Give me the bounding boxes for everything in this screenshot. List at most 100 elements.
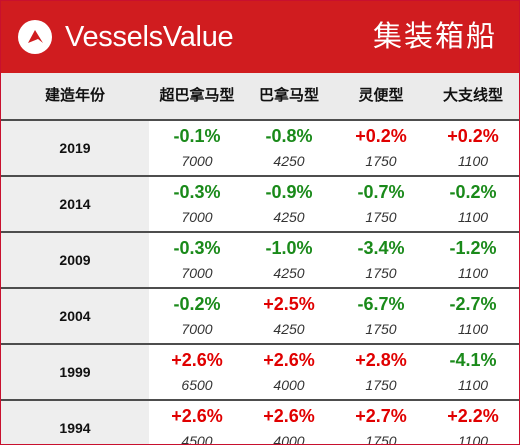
vessel-size: 4250 [273,265,305,281]
percent-change: +2.6% [171,406,223,426]
cell-panamax: -0.8% 4250 [243,121,335,175]
cell-post-panamax: -0.1% 7000 [151,121,243,175]
percent-change: -0.1% [173,126,221,146]
percent-change: -0.2% [449,182,497,202]
vessel-size: 1750 [365,209,397,225]
header-feeder-max: 大支线型 [442,87,503,104]
percent-change: -2.7% [449,294,497,314]
header-post-panamax: 超巴拿马型 [159,87,235,104]
vessel-size: 1100 [457,377,489,393]
cell-feeder-max: -0.2% 1100 [427,177,519,231]
vessel-size: 1100 [457,321,489,337]
vessel-size: 4250 [273,209,305,225]
cell-feeder-max: -4.1% 1100 [427,345,519,399]
vessel-size: 4250 [273,321,305,337]
column-header-row: 建造年份 超巴拿马型 巴拿马型 灵便型 大支线型 [1,73,519,119]
row-separator [1,343,519,345]
vessel-size: 4000 [273,433,305,445]
cell-feeder-max: -1.2% 1100 [427,233,519,287]
table-row: 2004 -0.2% 7000 +2.5% 4250 -6.7% 1750 -2.7% 1100 [1,289,519,343]
row-year: 2004 [1,289,149,343]
row-separator [1,231,519,233]
vessel-size: 7000 [181,153,213,169]
cell-post-panamax: -0.2% 7000 [151,289,243,343]
percent-change: +0.2% [447,126,499,146]
table-row: 2009 -0.3% 7000 -1.0% 4250 -3.4% 1750 -1.2% 1100 [1,233,519,287]
header-build-year: 建造年份 [44,87,105,104]
vessel-size: 4000 [273,377,305,393]
cell-panamax: -1.0% 4250 [243,233,335,287]
row-year: 1994 [1,401,149,444]
row-separator [1,399,519,401]
percent-change: -1.2% [449,238,497,258]
header-panamax: 巴拿马型 [258,87,319,104]
percent-change: -0.3% [173,238,221,258]
row-separator [1,287,519,289]
table-row: 1994 +2.6% 4500 +2.6% 4000 +2.7% 1750 +2.2% 1100 [1,401,519,445]
cell-handy: -0.7% 1750 [335,177,427,231]
percent-change: -0.9% [265,182,313,202]
percent-change: +2.6% [263,406,315,426]
cell-post-panamax: +2.6% 4500 [151,401,243,445]
percent-change: +2.2% [447,406,499,426]
table-row: 1999 +2.6% 6500 +2.6% 4000 +2.8% 1750 -4.1% 1100 [1,345,519,399]
percent-change: -4.1% [449,350,497,370]
row-year: 2009 [1,233,149,287]
cell-post-panamax: +2.6% 6500 [151,345,243,399]
vessel-size: 1750 [365,377,397,393]
percent-change: -3.4% [357,238,405,258]
vessel-size: 1100 [457,209,489,225]
cell-handy: +2.8% 1750 [335,345,427,399]
vessel-size: 1100 [457,433,489,445]
cell-panamax: +2.6% 4000 [243,401,335,445]
vessel-size: 7000 [181,321,213,337]
cell-post-panamax: -0.3% 7000 [151,177,243,231]
cell-handy: +0.2% 1750 [335,121,427,175]
table-row: 2019 -0.1% 7000 -0.8% 4250 +0.2% 1750 +0.2% 1100 [1,121,519,175]
cell-post-panamax: -0.3% 7000 [151,233,243,287]
percent-change: +0.2% [355,126,407,146]
percent-change: +2.7% [355,406,407,426]
percent-change: -0.8% [265,126,313,146]
banner-title: 集装箱船 [372,21,497,53]
vesselsvalue-logo-icon [18,20,52,54]
table-row: 2014 -0.3% 7000 -0.9% 4250 -0.7% 1750 -0.2% 1100 [1,177,519,231]
vessel-size: 6500 [181,377,213,393]
vessel-size: 1750 [365,265,397,281]
cell-feeder-max: +0.2% 1100 [427,121,519,175]
vessel-size: 1750 [365,153,397,169]
vessel-size: 4500 [181,433,213,445]
vessel-size: 1100 [457,153,489,169]
row-separator [1,119,519,121]
row-year: 2019 [1,121,149,175]
cell-feeder-max: -2.7% 1100 [427,289,519,343]
percent-change: +2.5% [263,294,315,314]
percent-change: -1.0% [265,238,313,258]
header-banner: VesselsValue 集装箱船 [1,1,519,73]
vessel-size: 1100 [457,265,489,281]
cell-panamax: +2.5% 4250 [243,289,335,343]
row-year: 1999 [1,345,149,399]
cell-feeder-max: +2.2% 1100 [427,401,519,445]
row-separator [1,175,519,177]
vessel-size: 7000 [181,265,213,281]
percent-change: -0.7% [357,182,405,202]
percent-change: +2.6% [263,350,315,370]
vessel-size: 4250 [273,153,305,169]
percent-change: +2.6% [171,350,223,370]
vessel-size: 1750 [365,321,397,337]
vessel-size: 7000 [181,209,213,225]
row-year: 2014 [1,177,149,231]
percent-change: +2.8% [355,350,407,370]
cell-handy: -3.4% 1750 [335,233,427,287]
cell-handy: -6.7% 1750 [335,289,427,343]
cell-panamax: -0.9% 4250 [243,177,335,231]
cell-panamax: +2.6% 4000 [243,345,335,399]
percent-change: -0.2% [173,294,221,314]
percent-change: -6.7% [357,294,405,314]
cell-handy: +2.7% 1750 [335,401,427,445]
header-handy: 灵便型 [358,87,404,104]
vessel-size: 1750 [365,433,397,445]
brand-name: VesselsValue [65,21,234,53]
